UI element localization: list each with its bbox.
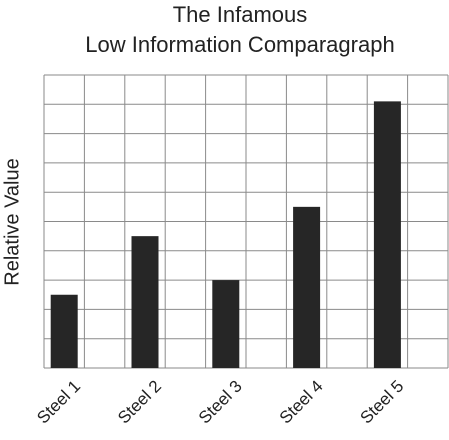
x-tick-label: Steel 5 [357, 377, 408, 428]
x-tick-label: Steel 2 [114, 377, 165, 428]
x-tick-label: Steel 1 [33, 377, 84, 428]
bar [131, 236, 159, 368]
chart-title: The Infamous [173, 2, 308, 27]
bar [212, 280, 240, 368]
bar [373, 101, 401, 369]
y-axis-label: Relative Value [1, 158, 23, 285]
x-tick-label: Steel 3 [195, 377, 246, 428]
chart-title: Low Information Comparagraph [85, 32, 394, 57]
bar [293, 206, 321, 368]
x-tick-label: Steel 4 [276, 377, 327, 428]
bar [50, 294, 78, 368]
